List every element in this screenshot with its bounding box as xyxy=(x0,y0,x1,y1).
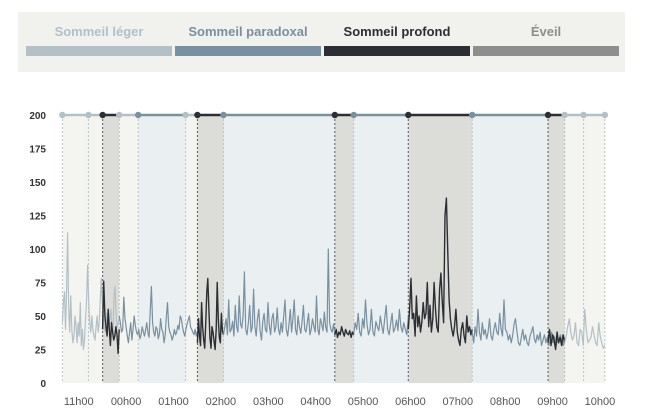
x-tick-label: 08h00 xyxy=(490,396,521,408)
legend-item-light-sleep: Sommeil léger xyxy=(26,22,172,56)
x-axis: 11h00 00h00 01h00 02h00 03h00 04h00 05h00 06h00… xyxy=(64,396,615,408)
legend-label-deep-sleep: Sommeil profond xyxy=(343,24,451,39)
x-tick-label: 05h00 xyxy=(348,396,379,408)
stage-band-paradoxal xyxy=(353,115,409,383)
x-tick-label: 07h00 xyxy=(442,396,473,408)
y-tick-label: 100 xyxy=(29,245,46,256)
legend-swatch-light-sleep xyxy=(26,46,172,56)
stage-timeline xyxy=(59,111,609,119)
timeline-marker-light xyxy=(601,111,609,119)
stage-band-light xyxy=(564,115,584,383)
stage-band-deep xyxy=(548,115,565,383)
y-tick-label: 0 xyxy=(40,379,46,390)
x-tick-label: 03h00 xyxy=(253,396,284,408)
timeline-marker-deep xyxy=(331,111,339,119)
stage-band-paradoxal xyxy=(223,115,335,383)
x-tick-label: 00h00 xyxy=(111,396,142,408)
legend-swatch-awake xyxy=(473,46,619,56)
timeline-marker-light xyxy=(116,111,123,119)
x-tick-label: 04h00 xyxy=(300,396,331,408)
y-tick-label: 25 xyxy=(35,346,47,357)
timeline-marker-light xyxy=(59,111,66,119)
legend-item-paradoxal-sleep: Sommeil paradoxal xyxy=(175,22,321,56)
legend-swatch-deep-sleep xyxy=(324,46,470,56)
series-line-paradoxal xyxy=(118,285,198,344)
legend-label-paradoxal-sleep: Sommeil paradoxal xyxy=(188,24,308,39)
x-tick-label: 01h00 xyxy=(158,396,189,408)
stage-band-light xyxy=(583,115,605,383)
series-lines xyxy=(61,197,606,355)
stage-bands xyxy=(62,115,605,383)
x-tick-label: 09h00 xyxy=(537,396,568,408)
timeline-marker-deep xyxy=(405,111,412,119)
timeline-marker-paradoxal xyxy=(469,111,476,119)
y-tick-label: 125 xyxy=(29,212,46,223)
series-line-deep xyxy=(101,280,120,355)
y-tick-label: 150 xyxy=(29,178,46,189)
y-tick-label: 50 xyxy=(35,312,47,323)
legend-label-light-sleep: Sommeil léger xyxy=(54,24,144,39)
legend-swatch-paradoxal-sleep xyxy=(175,46,321,56)
stage-band-light xyxy=(119,115,139,383)
timeline-marker-paradoxal xyxy=(134,111,142,119)
stage-band-deep xyxy=(408,115,473,383)
series-line-light xyxy=(564,308,606,349)
series-line-paradoxal xyxy=(222,248,336,341)
y-tick-label: 175 xyxy=(29,145,46,156)
x-tick-label: 10h00 xyxy=(585,396,616,408)
series-line-paradoxal xyxy=(353,299,409,337)
timeline-marker-light xyxy=(580,111,587,119)
series-line-deep xyxy=(196,277,225,351)
legend: Sommeil léger Sommeil paradoxal Sommeil … xyxy=(18,12,625,72)
timeline-marker-light xyxy=(182,111,189,119)
timeline-marker-deep xyxy=(194,111,201,119)
y-tick-label: 75 xyxy=(35,279,47,290)
series-line-deep xyxy=(547,328,566,351)
series-line-deep xyxy=(334,326,355,339)
y-tick-label: 200 xyxy=(29,111,46,122)
series-line-paradoxal xyxy=(471,299,566,348)
x-tick-label: 11h00 xyxy=(64,396,94,408)
timeline-marker-light xyxy=(85,111,92,119)
timeline-marker-paradoxal xyxy=(350,111,357,119)
y-axis: 0 25 50 75 100 125 150 175 200 xyxy=(29,111,46,390)
legend-item-awake: Éveil xyxy=(473,22,619,56)
stage-band-deep xyxy=(334,115,354,383)
series-line-deep xyxy=(407,197,473,347)
stage-band-light xyxy=(185,115,198,383)
stage-band-paradoxal xyxy=(138,115,186,383)
timeline-marker-deep xyxy=(544,111,552,119)
series-line-light xyxy=(61,232,120,351)
x-tick-label: 02h00 xyxy=(206,396,237,408)
x-tick-label: 06h00 xyxy=(395,396,426,408)
timeline-marker-deep xyxy=(99,111,106,119)
stage-band-light xyxy=(88,115,103,383)
legend-item-deep-sleep: Sommeil profond xyxy=(324,22,470,56)
vertical-gridlines xyxy=(61,115,606,383)
timeline-marker-light xyxy=(561,111,568,119)
stage-band-paradoxal xyxy=(472,115,549,383)
timeline-marker-paradoxal xyxy=(220,111,227,119)
legend-label-awake: Éveil xyxy=(530,24,562,39)
